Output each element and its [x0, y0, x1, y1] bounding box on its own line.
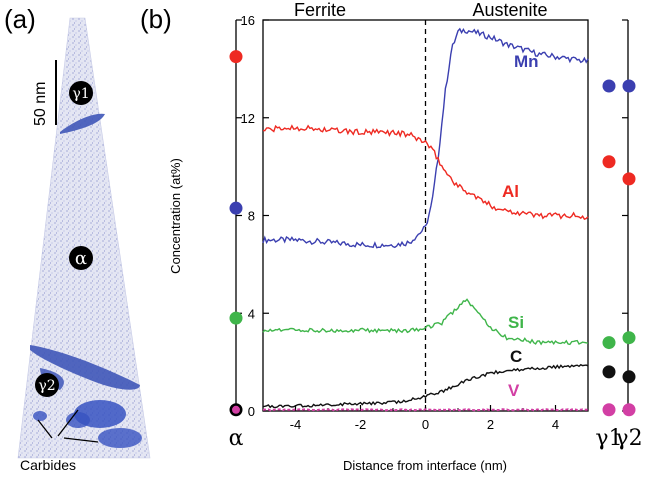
alpha-axis-ticks	[236, 19, 242, 412]
gamma2-point-mn	[622, 79, 636, 93]
plot-area: Ferrite Austenite -4 -2 0 2 4 0 4 8 12 16 Mn Al Si…	[168, 0, 589, 473]
y-tick-label: 12	[241, 111, 255, 126]
carbide-3	[66, 412, 90, 428]
alpha-point-v	[232, 405, 240, 414]
carbide-2	[98, 428, 142, 448]
gamma2-precipitate	[30, 345, 140, 390]
gamma2-badge	[35, 373, 59, 397]
series-label-al: Al	[502, 182, 519, 201]
x-tick-label: 2	[487, 417, 494, 432]
series-label-mn: Mn	[514, 52, 539, 71]
gamma1-precipitate	[60, 113, 105, 134]
gamma1-axis-label: γ1	[595, 426, 622, 451]
series-line-v	[262, 408, 589, 412]
gamma2-point-c	[622, 370, 636, 384]
x-tick-label: -4	[290, 417, 302, 432]
series-labels: Mn Al Si CV	[502, 52, 539, 400]
gamma1-label: γ1	[72, 86, 89, 102]
gamma1-point-si	[602, 336, 616, 350]
y-tick-label: 4	[248, 306, 255, 321]
gamma-axis-ticks	[622, 19, 628, 412]
alpha-point-mn	[229, 201, 243, 215]
x-tick-label: -2	[355, 417, 367, 432]
y-tick-label: 0	[248, 404, 255, 419]
gamma-points	[602, 79, 636, 417]
gamma1-point-v	[602, 403, 616, 417]
panel-b: (b) α Ferrite Austenite -4 -2 0 2 4 0 4 8 12 16 …	[140, 0, 643, 473]
phase-label-ferrite: Ferrite	[294, 0, 346, 20]
carbides-label: Carbides	[20, 457, 76, 473]
panel-a-label: (a)	[4, 4, 36, 34]
panel-b-label: (b)	[140, 4, 172, 34]
x-tick-label: 4	[552, 417, 559, 432]
y-tick-label: 16	[241, 13, 255, 28]
series-line-mn	[262, 27, 589, 249]
x-axis-title: Distance from interface (nm)	[343, 458, 507, 473]
alpha-point-al	[229, 50, 243, 64]
atom-probe-tip	[17, 17, 151, 459]
gamma2-axis-label: γ2	[615, 426, 642, 451]
series-line-c	[262, 363, 589, 409]
gamma2-point-al	[622, 172, 636, 186]
phase-label-austenite: Austenite	[472, 0, 547, 20]
y-axis-ticks: 0 4 8 12 16	[241, 13, 269, 419]
series-label-si: Si	[508, 313, 524, 332]
alpha-badge	[69, 246, 93, 270]
series-label-c: C	[510, 347, 522, 366]
alpha-points	[229, 50, 243, 417]
scale-bar-label: 50 nm	[32, 82, 49, 126]
series-line-si	[262, 298, 589, 346]
series-line-al	[262, 124, 589, 220]
gamma2-point-si	[622, 331, 636, 345]
gamma1-point-al	[602, 155, 616, 169]
gamma1-badge	[69, 81, 93, 105]
x-tick-label: 0	[422, 417, 429, 432]
gamma1-point-c	[602, 365, 616, 379]
gamma1-point-mn	[602, 79, 616, 93]
y-axis-title: Concentration (at%)	[168, 158, 183, 274]
gamma2-point-v	[622, 403, 636, 417]
carbide-4	[33, 411, 47, 421]
series-lines	[262, 27, 589, 412]
alpha-label: α	[75, 248, 87, 269]
series-label-v: V	[508, 381, 520, 400]
y-tick-label: 8	[248, 209, 255, 224]
carbide-arrows	[37, 409, 99, 443]
gamma2-label: γ2	[38, 378, 55, 394]
alpha-point-si	[229, 311, 243, 325]
alpha-axis-label: α	[229, 426, 244, 451]
panel-a: (a) 50 nm γ1 α γ2 Carbides	[4, 4, 151, 473]
